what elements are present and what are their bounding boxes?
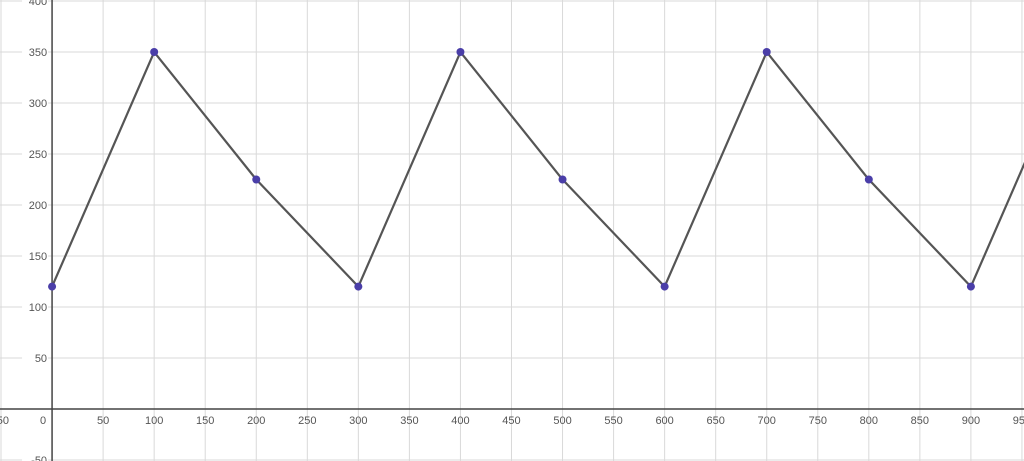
- x-tick-label: 500: [553, 415, 571, 427]
- y-tick-label-bg: [22, 248, 49, 262]
- y-tick-label: 200: [29, 200, 47, 212]
- y-tick-label-bg: [22, 96, 49, 110]
- x-tick-label: -50: [0, 415, 9, 427]
- plot-area: [48, 48, 1024, 291]
- y-tick-label: 50: [35, 353, 47, 365]
- x-tick-label: 800: [860, 415, 878, 427]
- x-tick-label: 200: [247, 415, 265, 427]
- data-point: [150, 48, 159, 57]
- y-tick-label-bg: [22, 198, 49, 212]
- data-point: [48, 282, 57, 291]
- x-tick-label: 900: [962, 415, 980, 427]
- x-tick-label: 250: [298, 415, 316, 427]
- data-point: [966, 282, 975, 291]
- y-tick-label: 250: [29, 149, 47, 161]
- data-point: [762, 48, 771, 57]
- y-tick-label-bg: [22, 452, 49, 461]
- x-tick-label: 850: [911, 415, 929, 427]
- x-tick-label: 550: [604, 415, 622, 427]
- y-tick-label-bg: [22, 299, 49, 313]
- data-point: [354, 282, 363, 291]
- y-tick-label: 350: [29, 47, 47, 59]
- y-tick-label-bg: [22, 45, 49, 59]
- y-tick-label: 100: [29, 302, 47, 314]
- series-line: [51, 50, 1024, 288]
- y-tick-label: 400: [29, 0, 47, 8]
- x-tick-label: 700: [758, 415, 776, 427]
- x-tick-label: 100: [145, 415, 163, 427]
- x-tick-label: 950: [1013, 415, 1024, 427]
- x-tick-label: 750: [809, 415, 827, 427]
- x-tick-label: 450: [502, 415, 520, 427]
- x-tick-label: 350: [400, 415, 418, 427]
- x-tick-label: 650: [706, 415, 724, 427]
- data-point: [558, 175, 567, 184]
- y-tick-label: 300: [29, 98, 47, 110]
- data-point: [660, 282, 669, 291]
- y-tick-label: -50: [31, 455, 47, 461]
- x-tick-label: 300: [349, 415, 367, 427]
- y-tick-label-bg: [22, 0, 49, 8]
- y-tick-label: 150: [29, 251, 47, 263]
- data-point: [864, 175, 873, 184]
- x-tick-label: 400: [451, 415, 469, 427]
- data-point: [456, 48, 465, 57]
- y-tick-label-bg: [22, 147, 49, 161]
- x-tick-label: 0: [40, 415, 46, 427]
- data-point: [252, 175, 261, 184]
- y-tick-label-bg: [22, 350, 49, 364]
- x-tick-label: 600: [655, 415, 673, 427]
- x-tick-label: 150: [196, 415, 214, 427]
- x-tick-label: 50: [97, 415, 109, 427]
